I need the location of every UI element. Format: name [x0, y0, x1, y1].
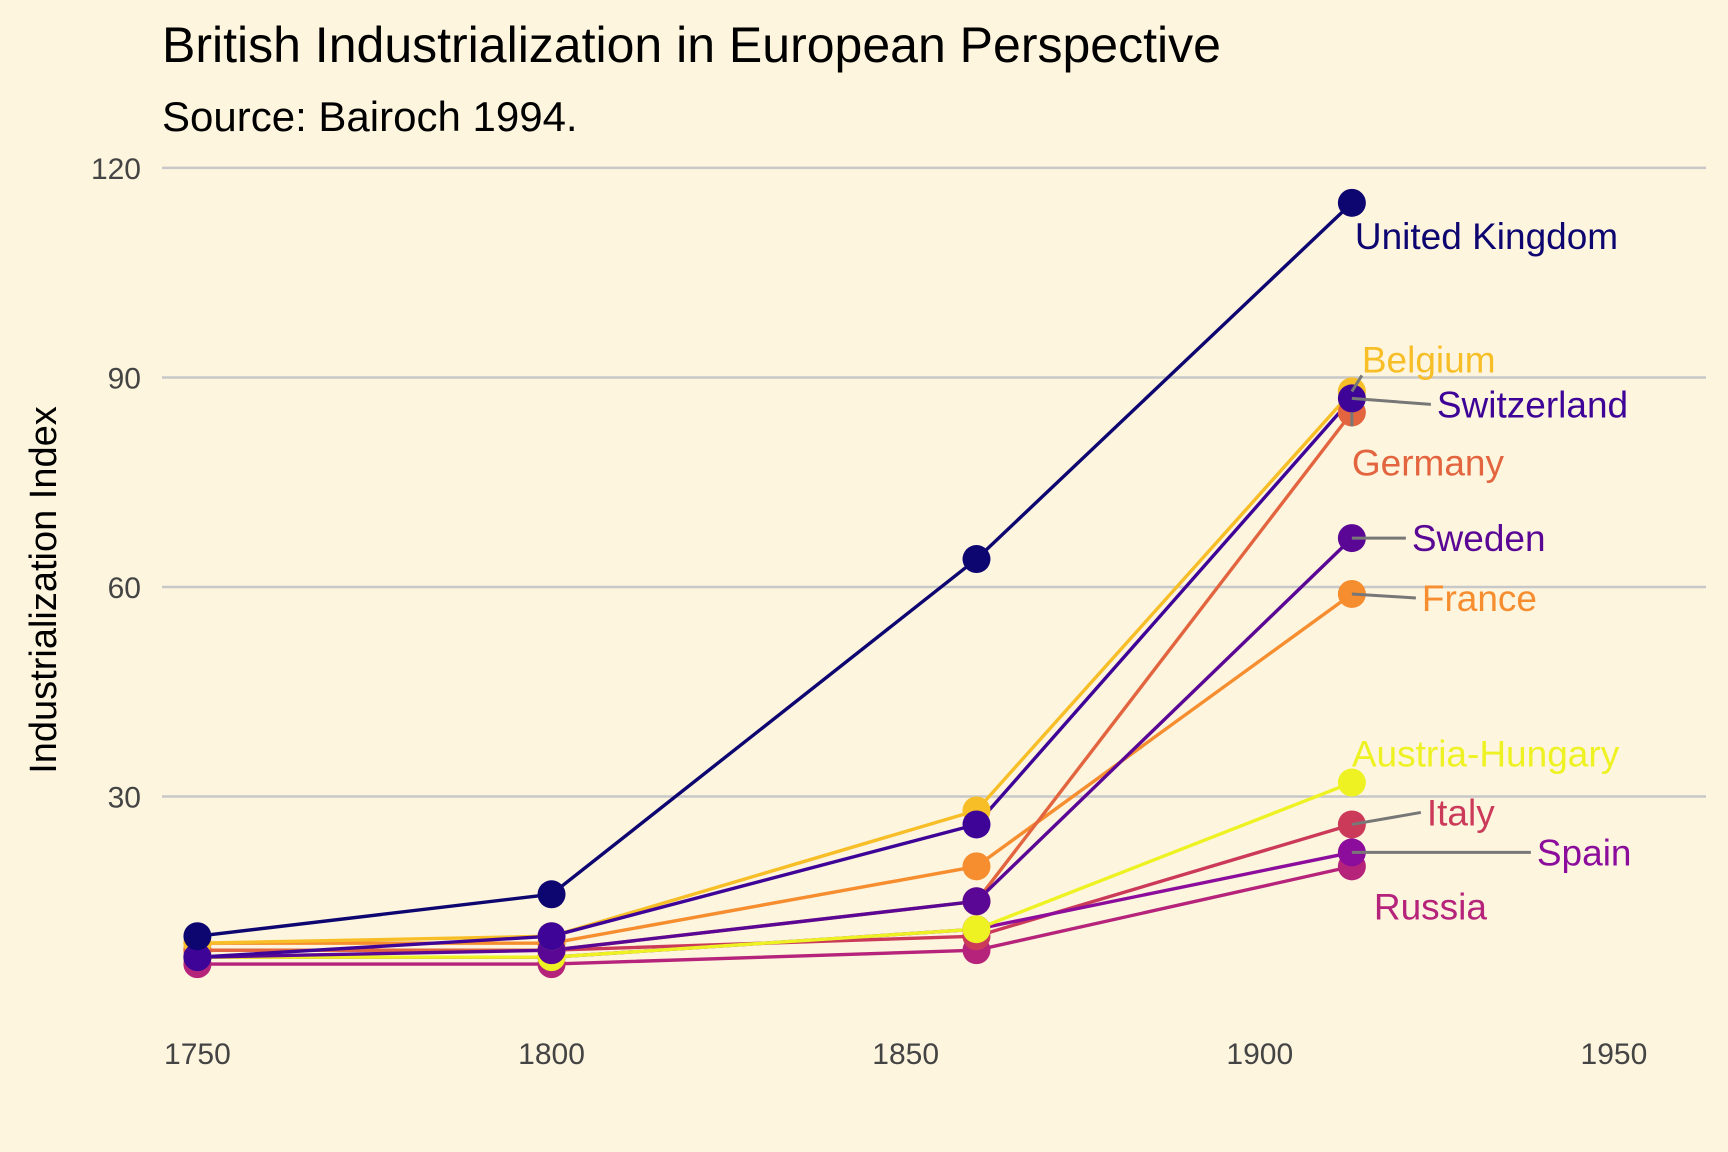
line-belgium — [197, 390, 1354, 945]
label-leaders — [1350, 374, 1531, 854]
gridlines — [162, 166, 1706, 798]
y-axis-label: Industrialization Index — [23, 406, 65, 774]
line-sweden — [197, 536, 1354, 959]
leader-italy — [1351, 810, 1422, 826]
point-switzerland-1860 — [962, 810, 991, 839]
x-tick-1850: 1850 — [872, 1038, 939, 1071]
line-united-kingdom — [197, 201, 1354, 938]
chart-subtitle: Source: Bairoch 1994. — [162, 93, 578, 140]
label-italy: Italy — [1427, 792, 1495, 833]
point-austria-hungary-1913 — [1337, 768, 1366, 797]
point-switzerland-1800 — [537, 922, 566, 951]
series-labels: Russia Italy Spain Austria-Hungary France Ger… — [1352, 216, 1632, 928]
y-tick-30: 30 — [108, 782, 141, 815]
label-russia: Russia — [1374, 886, 1488, 927]
label-united-kingdom: United Kingdom — [1355, 216, 1618, 257]
leader-belgium — [1350, 374, 1364, 393]
label-germany: Germany — [1352, 442, 1505, 483]
x-tick-labels: 1750 1800 1850 1900 1950 — [164, 1038, 1647, 1071]
x-tick-1750: 1750 — [164, 1038, 231, 1071]
y-tick-60: 60 — [108, 572, 141, 605]
y-tick-120: 120 — [91, 153, 141, 186]
point-united-kingdom-1750 — [183, 922, 212, 951]
point-austria-hungary-1860 — [962, 915, 991, 944]
series-lines — [197, 201, 1354, 966]
label-belgium: Belgium — [1362, 339, 1496, 380]
point-switzerland-1750 — [183, 943, 212, 972]
label-sweden: Sweden — [1412, 518, 1546, 559]
line-france — [197, 592, 1353, 945]
y-tick-90: 90 — [108, 362, 141, 395]
line-russia — [197, 864, 1353, 966]
line-austria-hungary — [197, 781, 1353, 959]
x-tick-1800: 1800 — [518, 1038, 585, 1071]
leader-france — [1351, 592, 1416, 600]
x-tick-1950: 1950 — [1581, 1038, 1648, 1071]
label-austria-hungary: Austria-Hungary — [1352, 734, 1620, 775]
y-tick-labels: 30 60 90 120 — [91, 153, 141, 815]
point-united-kingdom-1913 — [1337, 188, 1366, 217]
point-united-kingdom-1800 — [537, 880, 566, 909]
point-france-1860 — [962, 852, 991, 881]
x-tick-1900: 1900 — [1226, 1038, 1293, 1071]
line-switzerland — [197, 397, 1354, 959]
label-france: France — [1422, 578, 1537, 619]
chart-title: British Industrialization in European Pe… — [162, 17, 1221, 73]
label-spain: Spain — [1537, 832, 1632, 873]
series-points — [183, 188, 1366, 979]
leader-switzerland — [1351, 396, 1431, 406]
point-united-kingdom-1860 — [962, 545, 991, 574]
point-sweden-1860 — [962, 887, 991, 916]
label-switzerland: Switzerland — [1437, 384, 1628, 425]
